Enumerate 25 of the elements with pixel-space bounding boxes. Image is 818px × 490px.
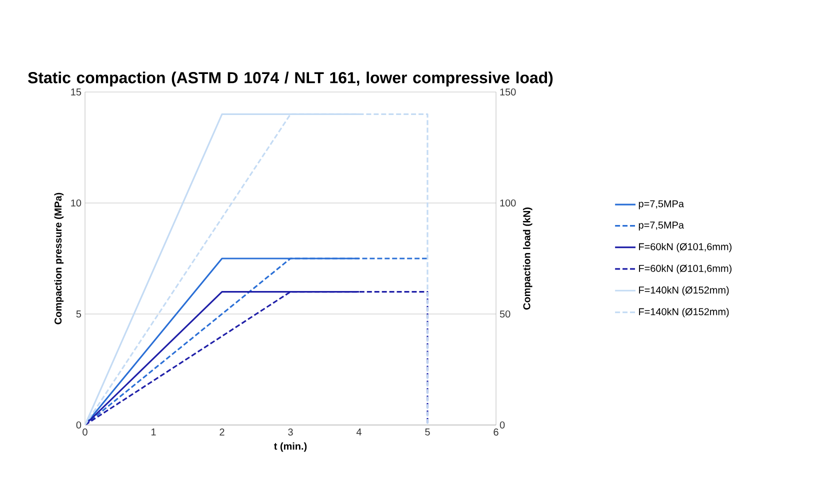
legend-label: F=140kN (Ø152mm)	[639, 286, 729, 296]
y2-tick-label: 0	[500, 421, 505, 429]
x-tick-label: 6	[494, 428, 498, 436]
y-tick-label: 10	[71, 199, 82, 207]
legend-label: p=7,5MPa	[638, 222, 684, 231]
y-tick-label: 15	[71, 88, 82, 96]
x-axis-title: t (min.)	[274, 442, 307, 452]
legend-label: p=7,5MPa	[638, 200, 684, 210]
x-tick-label: 0	[82, 428, 88, 436]
legend-label: F=60kN (Ø101,6mm)	[639, 242, 732, 252]
x-tick-label: 4	[356, 428, 362, 436]
y-tick-label: 0	[76, 421, 82, 429]
x-tick-label: 3	[288, 428, 293, 436]
y-axis-title: Compaction pressure (MPa)	[54, 192, 64, 324]
chart-title: Static compaction (ASTM D 1074 / NLT 161, lower compressive load)	[28, 72, 553, 86]
y2-tick-label: 150	[500, 88, 516, 96]
y-tick-label: 5	[76, 310, 82, 318]
legend-label: F=140kN (Ø152mm)	[639, 308, 729, 318]
x-tick-label: 1	[151, 428, 156, 436]
y2-axis-title: Compaction load (kN)	[522, 208, 532, 310]
legend-label: F=60kN (Ø101,6mm)	[639, 264, 732, 274]
y2-tick-label: 100	[500, 199, 516, 207]
x-tick-label: 5	[425, 428, 430, 436]
x-tick-label: 2	[220, 428, 224, 436]
y2-tick-label: 50	[500, 310, 510, 318]
